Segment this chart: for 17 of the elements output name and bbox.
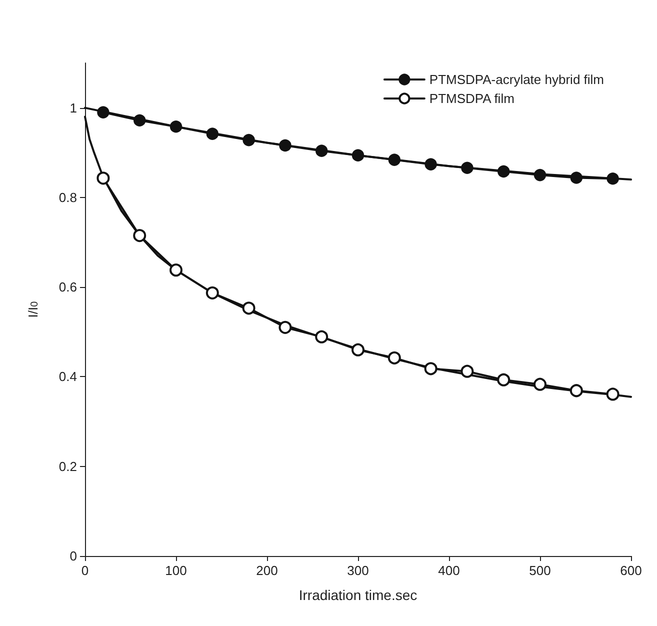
y-tick-label: 0.8 [58,190,77,205]
y-tick-label: 0.4 [58,369,77,384]
legend-label: PTMSDPA film [429,91,514,106]
y-tick-label: 0.2 [58,458,77,474]
x-tick-label: 300 [347,563,369,578]
x-tick-label: 100 [165,563,187,578]
x-axis-title: Irradiation time.sec [298,587,418,603]
x-tick-label: 500 [529,563,551,578]
x-tick-label: 200 [256,563,278,578]
y-tick-label: 0 [70,548,77,564]
x-tick-label: 600 [620,563,642,578]
y-tick-label: 1 [70,100,77,116]
y-axis-title: I/I0 [26,300,40,318]
y-tick-label: 0.6 [58,280,77,295]
x-tick-label: 400 [438,563,460,578]
legend-label: PTMSDPA-acrylate hybrid film [429,72,604,87]
x-tick-label: 0 [81,563,89,578]
